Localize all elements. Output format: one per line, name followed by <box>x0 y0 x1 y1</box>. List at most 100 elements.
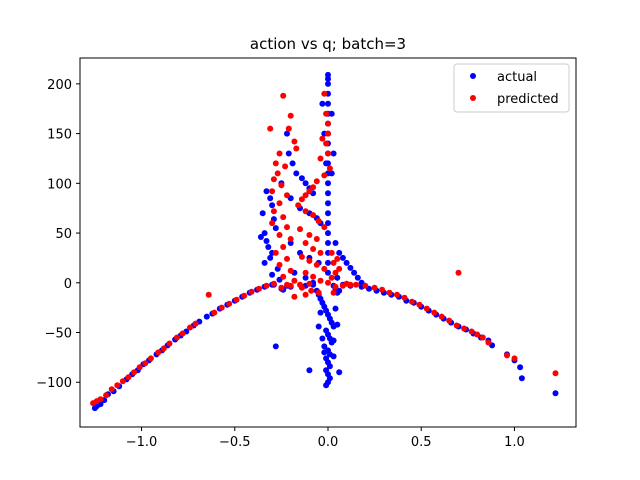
data-point-predicted-90 <box>323 140 330 147</box>
data-point-predicted-20 <box>211 309 218 316</box>
data-point-predicted-48 <box>461 325 468 332</box>
data-point-predicted-123 <box>330 259 337 266</box>
data-point-predicted-103 <box>310 212 317 219</box>
data-point-predicted-75 <box>284 224 290 231</box>
data-point-actual-130 <box>336 249 343 256</box>
x-tick-label: 1.0 <box>504 435 525 450</box>
data-point-actual-172 <box>330 353 337 360</box>
data-point-predicted-39 <box>394 291 400 298</box>
data-point-predicted-35 <box>362 282 369 289</box>
data-point-predicted-58 <box>267 125 274 132</box>
data-point-actual-129 <box>332 240 339 246</box>
data-point-predicted-78 <box>280 244 287 250</box>
data-point-predicted-95 <box>321 172 328 179</box>
data-point-predicted-25 <box>248 288 255 295</box>
data-point-predicted-61 <box>291 138 298 145</box>
data-point-predicted-130 <box>308 287 315 294</box>
data-point-predicted-5 <box>114 382 121 389</box>
data-point-predicted-84 <box>291 277 298 284</box>
data-point-predicted-32 <box>306 280 313 287</box>
y-tick-label: 150 <box>47 128 72 143</box>
data-point-actual-60 <box>552 390 559 397</box>
data-point-predicted-44 <box>431 309 438 316</box>
legend-label-actual: actual <box>497 70 537 85</box>
data-point-predicted-54 <box>511 355 518 362</box>
data-point-predicted-126 <box>332 283 339 290</box>
data-point-predicted-99 <box>302 192 309 199</box>
data-point-predicted-47 <box>453 322 460 329</box>
data-point-predicted-56 <box>455 269 462 276</box>
data-point-predicted-125 <box>328 249 335 256</box>
x-tick-label: 0.0 <box>318 435 339 450</box>
data-point-predicted-113 <box>306 257 313 264</box>
data-point-predicted-112 <box>298 253 305 260</box>
data-point-predicted-134 <box>330 289 337 296</box>
data-point-predicted-62 <box>293 145 300 152</box>
data-point-actual-131 <box>339 254 346 261</box>
data-point-actual-59 <box>518 375 525 382</box>
data-point-predicted-27 <box>263 282 270 289</box>
data-point-predicted-64 <box>272 160 279 167</box>
data-point-predicted-120 <box>328 274 335 281</box>
data-point-predicted-53 <box>504 352 510 359</box>
data-point-predicted-67 <box>270 176 277 183</box>
data-point-predicted-104 <box>315 218 322 225</box>
data-point-actual-62 <box>325 75 331 82</box>
data-point-predicted-115 <box>321 265 328 272</box>
data-point-predicted-98 <box>306 188 313 195</box>
data-point-actual-134 <box>351 269 358 276</box>
data-point-predicted-81 <box>276 261 283 268</box>
data-point-predicted-16 <box>179 330 186 337</box>
data-point-predicted-41 <box>408 298 415 305</box>
data-point-actual-90 <box>267 195 274 202</box>
x-tick-label: −1.0 <box>126 435 158 450</box>
data-point-predicted-38 <box>386 289 393 296</box>
data-point-predicted-37 <box>379 286 386 293</box>
data-point-predicted-96 <box>313 178 320 185</box>
data-point-predicted-83 <box>280 273 287 280</box>
data-point-actual-112 <box>298 175 305 182</box>
data-point-predicted-3 <box>103 392 110 399</box>
data-point-actual-103 <box>269 271 276 278</box>
data-point-actual-111 <box>293 170 300 177</box>
data-point-actual-94 <box>272 225 279 232</box>
data-point-predicted-34 <box>353 281 359 288</box>
data-point-predicted-28 <box>270 280 277 287</box>
data-point-predicted-9 <box>136 364 143 371</box>
data-point-actual-77 <box>325 220 331 227</box>
data-point-actual-76 <box>325 210 331 217</box>
data-point-actual-171 <box>321 349 328 356</box>
x-tick-label: −0.5 <box>219 435 251 450</box>
data-point-predicted-69 <box>269 188 276 195</box>
data-point-actual-132 <box>343 259 350 266</box>
data-point-actual-30 <box>272 343 279 350</box>
data-point-predicted-22 <box>226 300 233 307</box>
data-point-predicted-40 <box>401 294 408 301</box>
data-point-predicted-65 <box>282 163 289 170</box>
data-point-predicted-60 <box>285 125 292 132</box>
data-point-actual-83 <box>319 100 326 107</box>
data-point-actual-98 <box>265 244 272 250</box>
data-point-predicted-6 <box>119 378 126 385</box>
data-point-predicted-2 <box>97 396 104 403</box>
data-point-predicted-14 <box>166 340 173 347</box>
data-point-predicted-101 <box>295 202 302 209</box>
data-point-actual-135 <box>354 274 361 281</box>
data-point-predicted-23 <box>233 296 240 303</box>
data-point-actual-133 <box>347 264 354 271</box>
data-point-actual-173 <box>306 367 313 374</box>
data-point-predicted-36 <box>371 284 378 291</box>
data-point-predicted-92 <box>319 135 326 142</box>
data-point-predicted-111 <box>317 249 324 256</box>
data-point-actual-164 <box>323 382 330 389</box>
data-point-predicted-86 <box>321 90 328 97</box>
y-tick-label: −50 <box>45 327 72 342</box>
data-point-predicted-82 <box>287 267 294 274</box>
data-point-predicted-106 <box>297 226 303 233</box>
data-point-predicted-46 <box>446 317 453 324</box>
data-point-predicted-50 <box>474 331 481 338</box>
data-point-predicted-109 <box>302 240 309 246</box>
data-point-predicted-63 <box>276 150 283 157</box>
data-point-predicted-68 <box>278 182 285 189</box>
